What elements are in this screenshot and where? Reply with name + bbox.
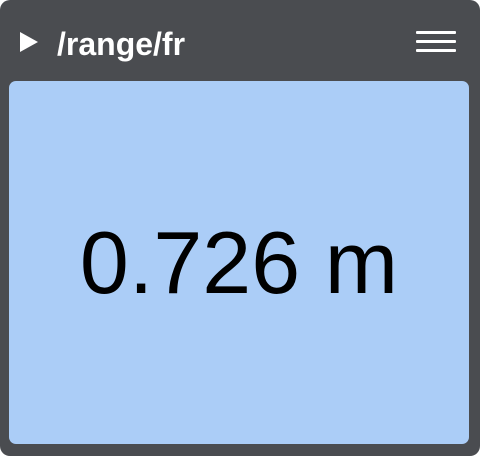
range-unit: m — [324, 212, 399, 312]
play-icon[interactable] — [19, 31, 39, 53]
value-display: 0.726 m — [9, 81, 469, 444]
topic-title: /range/fr — [57, 26, 186, 62]
hamburger-menu-icon[interactable] — [416, 31, 458, 55]
range-reading: 0.726 m — [9, 81, 469, 444]
range-value: 0.726 — [79, 212, 301, 312]
panel-header: /range/fr — [0, 0, 480, 80]
